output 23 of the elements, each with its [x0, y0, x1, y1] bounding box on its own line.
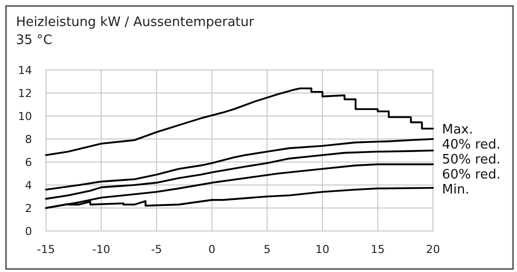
chart-title: Heizleistung kW / Aussentemperatur — [16, 15, 255, 30]
series-label: 60% red. — [442, 168, 500, 183]
x-tick-label: -5 — [151, 243, 162, 256]
series-label: 40% red. — [442, 138, 500, 153]
y-tick-label: 14 — [18, 64, 32, 77]
series-label: Min. — [442, 182, 470, 198]
y-tick-label: 0 — [25, 225, 32, 238]
x-tick-label: 0 — [208, 243, 216, 256]
y-tick-label: 6 — [25, 156, 32, 169]
series-label: Max. — [442, 122, 474, 138]
y-tick-label: 8 — [25, 133, 32, 146]
x-tick-label: -10 — [92, 243, 110, 256]
y-tick-label: 12 — [18, 87, 32, 100]
x-tick-label: 10 — [315, 243, 330, 256]
chart-subtitle: 35 °C — [16, 33, 52, 48]
x-tick-label: -15 — [37, 243, 55, 256]
x-tick-label: 15 — [370, 243, 385, 256]
x-tick-label: 5 — [264, 243, 271, 256]
y-tick-label: 10 — [18, 110, 32, 123]
x-tick-label: 20 — [426, 243, 440, 256]
y-tick-label: 2 — [25, 202, 32, 215]
y-tick-label: 4 — [25, 179, 32, 192]
series-label: 50% red. — [442, 152, 500, 168]
